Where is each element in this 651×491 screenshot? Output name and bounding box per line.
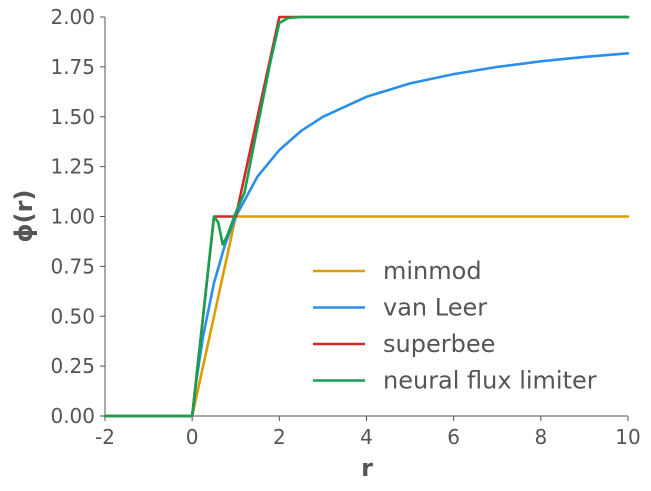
series-lines xyxy=(103,15,630,418)
legend: minmod van Leer superbee neural flux limite… xyxy=(313,257,597,395)
x-tick-label: 10 xyxy=(615,425,640,449)
legend-label: minmod xyxy=(383,257,482,285)
series-line-neural-flux-limiter xyxy=(103,15,630,418)
x-tick-label: 0 xyxy=(186,425,199,449)
x-tick-label: 6 xyxy=(447,425,460,449)
x-tick-label: 4 xyxy=(360,425,373,449)
x-tick-label: 2 xyxy=(273,425,286,449)
series-line-van-Leer xyxy=(103,51,630,418)
legend-label: superbee xyxy=(383,330,495,358)
y-tick-label: 1.00 xyxy=(50,205,95,229)
legend-label: van Leer xyxy=(383,294,487,322)
axes: 0.00 0.25 0.50 0.75 1.00 1.25 1.50 1.75 2.00 -2 0 2… xyxy=(50,5,640,449)
y-tick-label: 0.25 xyxy=(50,354,95,378)
y-tick-label: 1.50 xyxy=(50,105,95,129)
y-tick-label: 0.50 xyxy=(50,304,95,328)
y-tick-label: 0.00 xyxy=(50,404,95,428)
y-tick-label: 1.25 xyxy=(50,155,95,179)
x-tick-label: -2 xyxy=(95,425,115,449)
y-tick-label: 2.00 xyxy=(50,5,95,29)
x-axis-title: r xyxy=(361,454,373,482)
y-axis-title: ϕ(r) xyxy=(10,190,38,243)
y-tick-label: 0.75 xyxy=(50,254,95,278)
legend-label: neural flux limiter xyxy=(383,367,597,395)
y-tick-label: 1.75 xyxy=(50,55,95,79)
x-tick-label: 8 xyxy=(534,425,547,449)
